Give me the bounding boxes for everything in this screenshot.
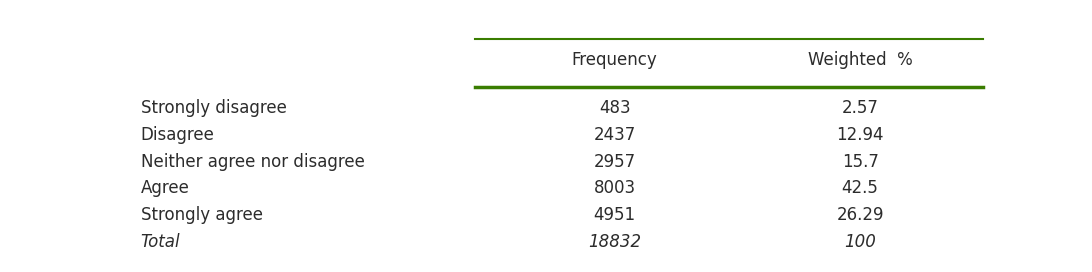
Text: 18832: 18832 (589, 233, 641, 251)
Text: 8003: 8003 (594, 180, 636, 197)
Text: Neither agree nor disagree: Neither agree nor disagree (141, 153, 365, 171)
Text: Weighted  %: Weighted % (808, 51, 913, 69)
Text: 26.29: 26.29 (836, 206, 883, 224)
Text: Agree: Agree (141, 180, 190, 197)
Text: 100: 100 (844, 233, 876, 251)
Text: 4951: 4951 (594, 206, 636, 224)
Text: Strongly agree: Strongly agree (141, 206, 263, 224)
Text: Strongly disagree: Strongly disagree (141, 99, 286, 117)
Text: 2437: 2437 (594, 126, 636, 144)
Text: Disagree: Disagree (141, 126, 215, 144)
Text: 2.57: 2.57 (842, 99, 879, 117)
Text: Total: Total (141, 233, 180, 251)
Text: 2957: 2957 (594, 153, 636, 171)
Text: 12.94: 12.94 (836, 126, 883, 144)
Text: 483: 483 (598, 99, 630, 117)
Text: 15.7: 15.7 (842, 153, 879, 171)
Text: Frequency: Frequency (572, 51, 657, 69)
Text: 42.5: 42.5 (842, 180, 879, 197)
